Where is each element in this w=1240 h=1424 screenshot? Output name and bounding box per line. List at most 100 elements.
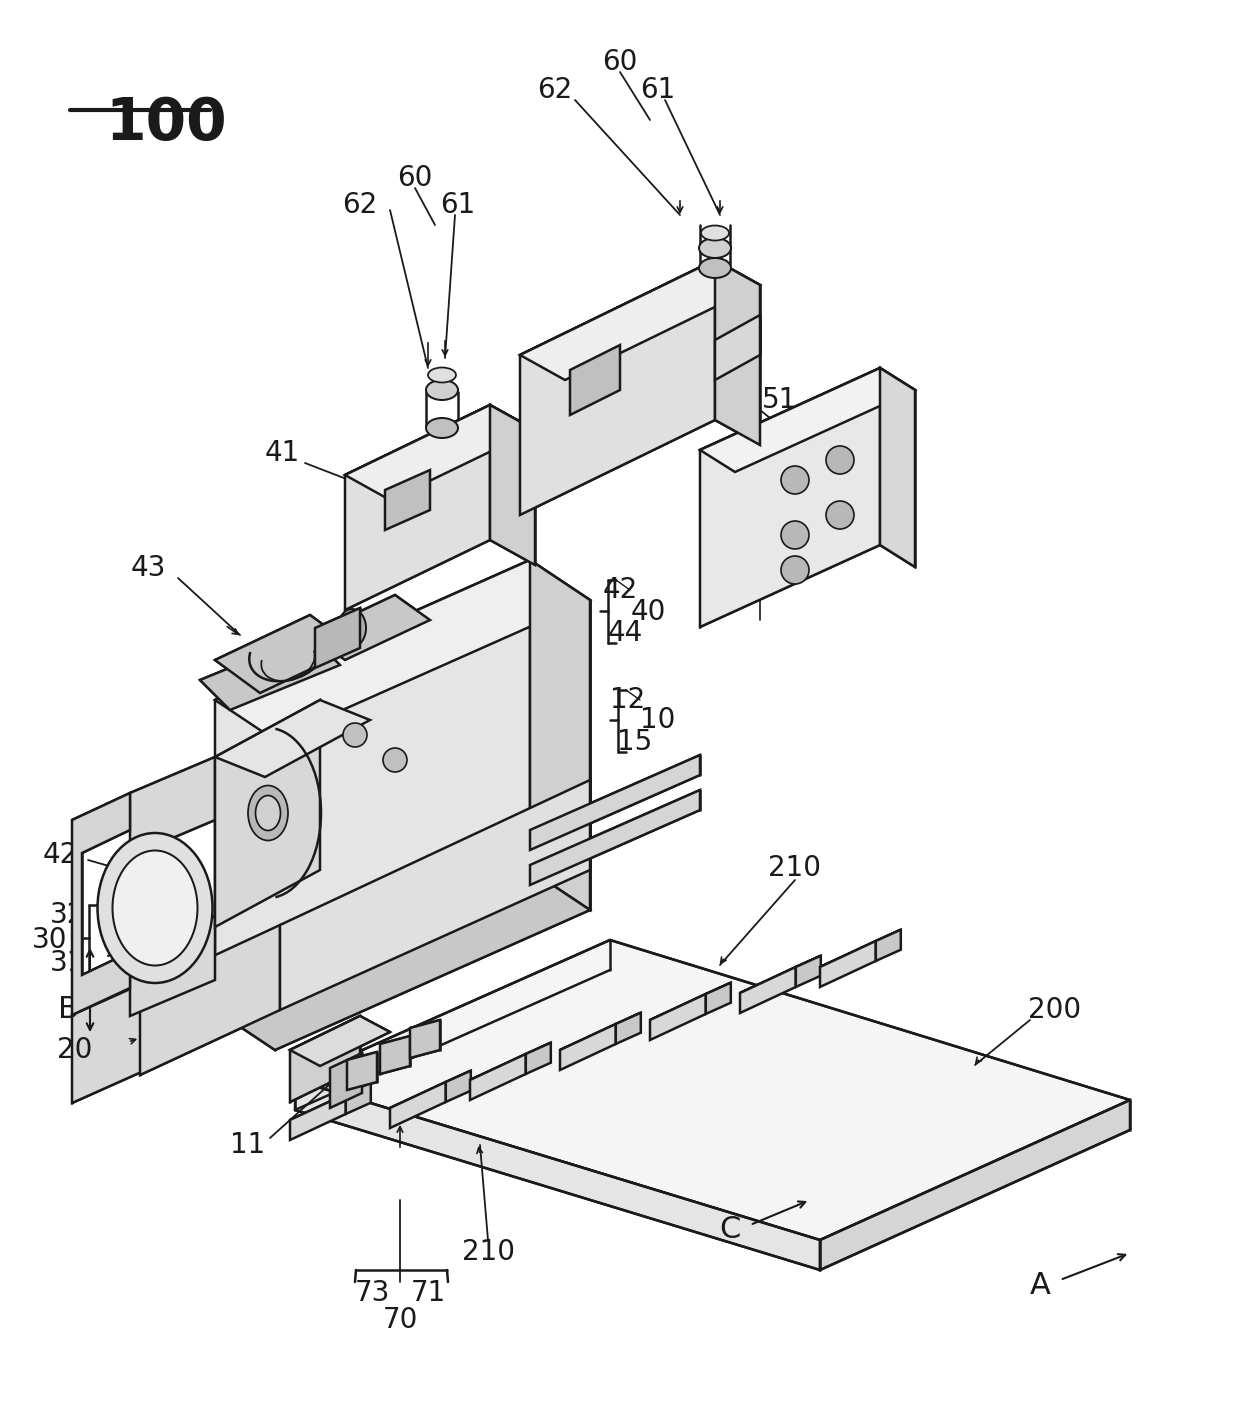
Polygon shape xyxy=(200,635,340,711)
Polygon shape xyxy=(529,790,701,884)
Polygon shape xyxy=(295,940,1130,1240)
Text: 44: 44 xyxy=(608,619,642,646)
Text: 40: 40 xyxy=(630,598,666,627)
Polygon shape xyxy=(215,701,320,927)
Polygon shape xyxy=(330,1052,362,1108)
Polygon shape xyxy=(490,404,534,565)
Polygon shape xyxy=(616,1012,641,1044)
Text: A: A xyxy=(1029,1270,1050,1300)
Text: 61: 61 xyxy=(440,191,476,219)
Ellipse shape xyxy=(339,609,366,646)
Polygon shape xyxy=(470,1054,526,1099)
Polygon shape xyxy=(391,1071,471,1108)
Ellipse shape xyxy=(255,796,280,830)
Ellipse shape xyxy=(427,380,458,400)
Text: 210: 210 xyxy=(461,1237,515,1266)
Polygon shape xyxy=(345,404,490,609)
Ellipse shape xyxy=(343,617,360,639)
Ellipse shape xyxy=(701,225,729,241)
Text: 32: 32 xyxy=(51,901,86,928)
Polygon shape xyxy=(347,1052,377,1089)
Polygon shape xyxy=(310,595,430,659)
Circle shape xyxy=(826,446,854,474)
Polygon shape xyxy=(470,1042,551,1079)
Polygon shape xyxy=(379,1037,410,1074)
Polygon shape xyxy=(215,560,590,740)
Text: 70: 70 xyxy=(382,1306,418,1334)
Text: B: B xyxy=(57,995,78,1024)
Polygon shape xyxy=(295,1079,820,1270)
Text: 73: 73 xyxy=(355,1279,389,1307)
Text: 200: 200 xyxy=(1028,995,1081,1024)
Text: C: C xyxy=(719,1216,740,1245)
Polygon shape xyxy=(290,1015,391,1067)
Polygon shape xyxy=(410,1020,440,1058)
Polygon shape xyxy=(560,1012,641,1049)
Polygon shape xyxy=(520,261,760,380)
Circle shape xyxy=(383,748,407,772)
Polygon shape xyxy=(290,1015,360,1102)
Polygon shape xyxy=(280,780,590,1010)
Circle shape xyxy=(343,723,367,748)
Polygon shape xyxy=(526,1042,551,1074)
Text: 31: 31 xyxy=(51,948,86,977)
Polygon shape xyxy=(315,608,360,668)
Polygon shape xyxy=(140,926,280,1075)
Polygon shape xyxy=(290,1082,371,1121)
Text: 20: 20 xyxy=(57,1037,93,1064)
Text: 60: 60 xyxy=(603,48,637,75)
Text: 42: 42 xyxy=(603,575,637,604)
Circle shape xyxy=(781,521,808,550)
Text: 71: 71 xyxy=(410,1279,445,1307)
Polygon shape xyxy=(384,470,430,530)
Polygon shape xyxy=(560,1024,616,1069)
Polygon shape xyxy=(391,1082,446,1128)
Polygon shape xyxy=(715,315,760,380)
Text: 51: 51 xyxy=(763,386,797,414)
Polygon shape xyxy=(701,367,880,627)
Polygon shape xyxy=(875,930,900,961)
Ellipse shape xyxy=(248,786,288,840)
Text: 30: 30 xyxy=(32,926,68,954)
Polygon shape xyxy=(740,956,821,993)
Ellipse shape xyxy=(98,833,212,983)
Text: 10: 10 xyxy=(640,706,676,733)
Polygon shape xyxy=(130,758,215,856)
Polygon shape xyxy=(130,916,215,1015)
Polygon shape xyxy=(880,367,915,567)
Polygon shape xyxy=(820,941,875,987)
Text: 62: 62 xyxy=(342,191,378,219)
Polygon shape xyxy=(290,1094,346,1141)
Text: 210: 210 xyxy=(769,854,821,881)
Text: 43: 43 xyxy=(130,554,166,582)
Ellipse shape xyxy=(113,850,197,965)
Text: 12: 12 xyxy=(610,686,646,713)
Polygon shape xyxy=(346,1082,371,1114)
Ellipse shape xyxy=(428,367,456,383)
Ellipse shape xyxy=(699,258,732,278)
Polygon shape xyxy=(215,870,590,1049)
Circle shape xyxy=(781,466,808,494)
Text: 11: 11 xyxy=(231,1131,265,1159)
Polygon shape xyxy=(215,615,355,693)
Text: 41: 41 xyxy=(264,439,300,467)
Polygon shape xyxy=(650,983,730,1020)
Polygon shape xyxy=(72,921,280,1104)
Circle shape xyxy=(781,555,808,584)
Text: 60: 60 xyxy=(397,164,433,192)
Text: 100: 100 xyxy=(105,95,227,152)
Text: 52: 52 xyxy=(817,433,853,461)
Polygon shape xyxy=(820,930,900,967)
Polygon shape xyxy=(529,755,701,850)
Polygon shape xyxy=(446,1071,471,1102)
Polygon shape xyxy=(345,404,534,500)
Ellipse shape xyxy=(427,419,458,439)
Polygon shape xyxy=(701,367,915,471)
Polygon shape xyxy=(740,967,796,1012)
Polygon shape xyxy=(215,701,370,778)
Polygon shape xyxy=(715,261,760,444)
Polygon shape xyxy=(796,956,821,987)
Text: 50: 50 xyxy=(743,524,777,553)
Polygon shape xyxy=(650,994,706,1040)
Polygon shape xyxy=(520,261,715,515)
